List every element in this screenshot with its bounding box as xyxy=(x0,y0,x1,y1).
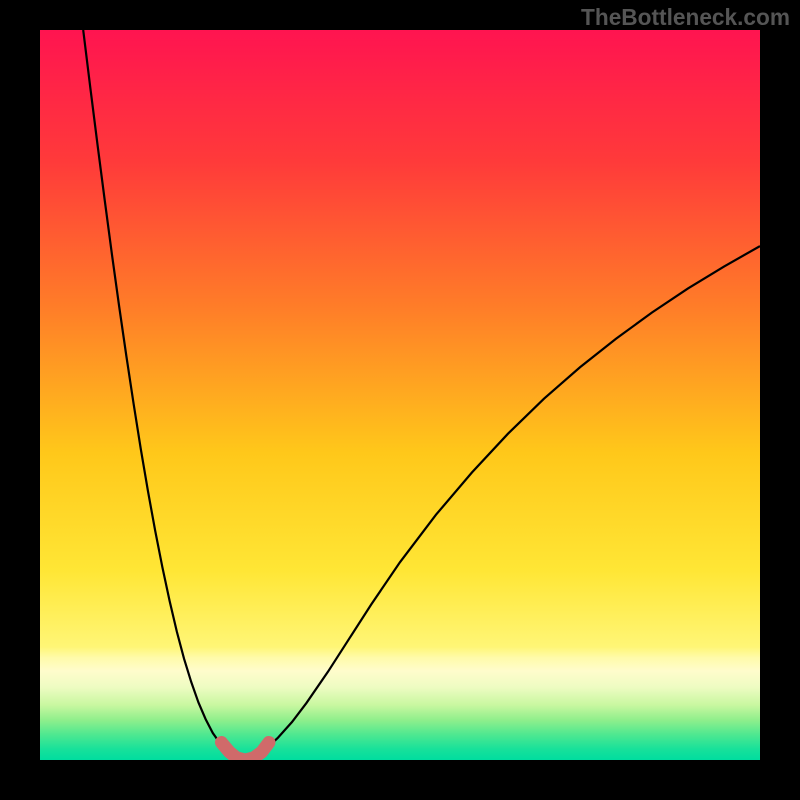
figure-root: TheBottleneck.com xyxy=(0,0,800,800)
plot-area xyxy=(40,30,760,760)
plot-svg xyxy=(40,30,760,760)
curve-right-branch xyxy=(263,246,760,750)
bottom-valley-segment xyxy=(221,742,269,760)
curve-left-branch xyxy=(83,30,227,751)
watermark-text: TheBottleneck.com xyxy=(581,4,790,31)
